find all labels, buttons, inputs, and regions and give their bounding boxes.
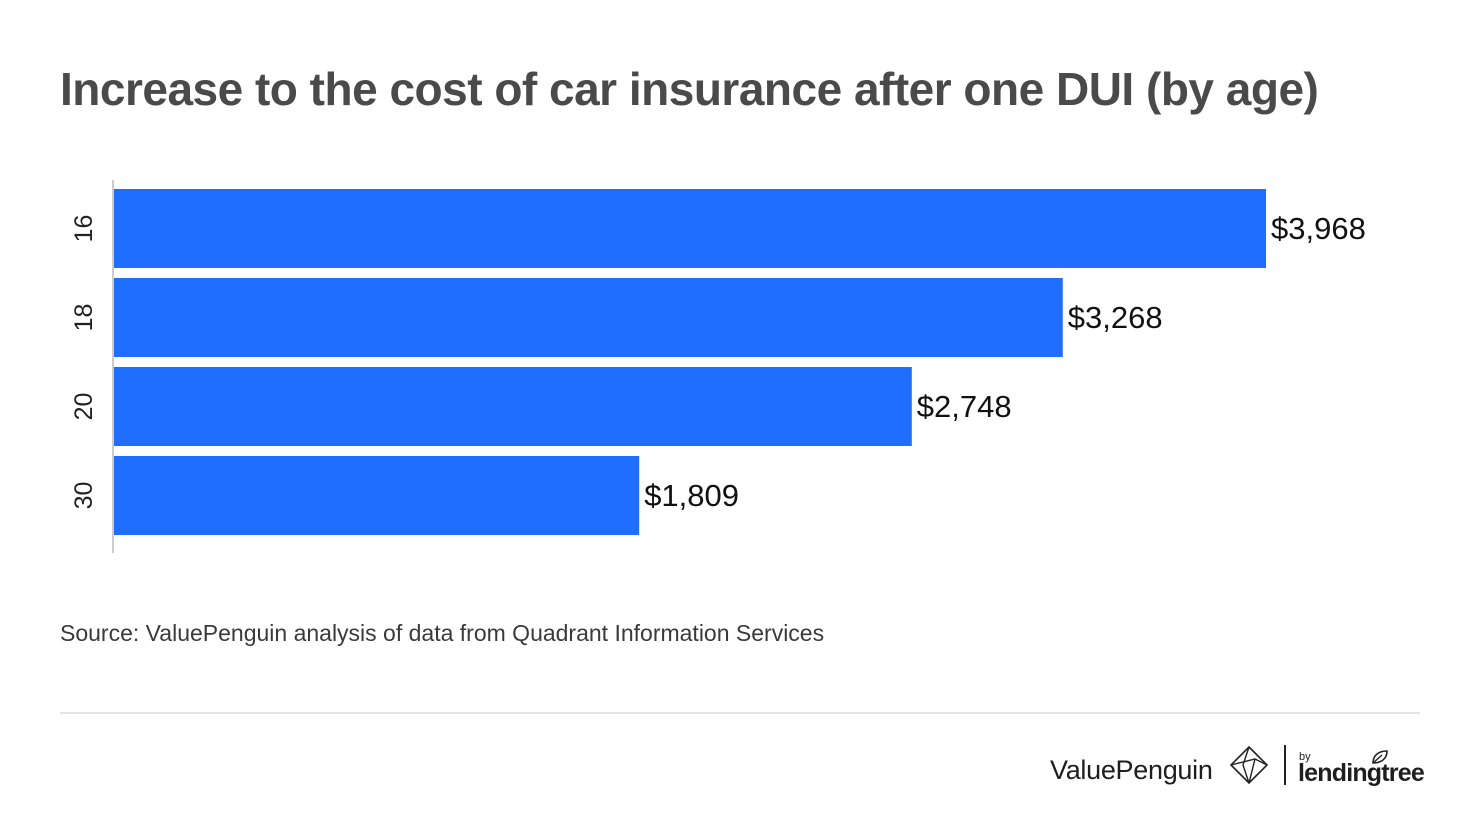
y-tick-label-30: 30 — [70, 482, 98, 510]
source-note: Source: ValuePenguin analysis of data fr… — [60, 620, 825, 646]
data-label-age-20: $2,748 — [917, 389, 1012, 424]
data-label-age-30: $1,809 — [644, 478, 739, 513]
footer-divider — [60, 712, 1420, 714]
bar-chart: $3,968 16 $3,268 18 $2,748 20 $1,809 30 — [70, 180, 1366, 553]
y-tick-label-18: 18 — [70, 304, 98, 332]
bar-age-30 — [114, 456, 640, 535]
y-tick-label-16: 16 — [70, 215, 98, 243]
data-label-age-18: $3,268 — [1068, 300, 1163, 335]
brand-separator — [1284, 745, 1286, 785]
penguin-diamond-icon — [1229, 745, 1269, 785]
chart-title: Increase to the cost of car insurance af… — [60, 63, 1319, 115]
lendingtree-logo-text: lendingtree — [1298, 759, 1425, 787]
bar-age-18 — [114, 278, 1063, 357]
y-tick-label-20: 20 — [70, 393, 98, 421]
data-label-age-16: $3,968 — [1271, 211, 1366, 246]
footer-branding: ValuePenguin by lendingtree — [1050, 745, 1430, 787]
leaf-icon — [1372, 750, 1388, 764]
bar-age-16 — [114, 189, 1266, 268]
brand-by-text: by — [1299, 751, 1311, 763]
valuepenguin-logo-text: ValuePenguin — [1050, 755, 1213, 785]
bar-age-20 — [114, 367, 912, 446]
